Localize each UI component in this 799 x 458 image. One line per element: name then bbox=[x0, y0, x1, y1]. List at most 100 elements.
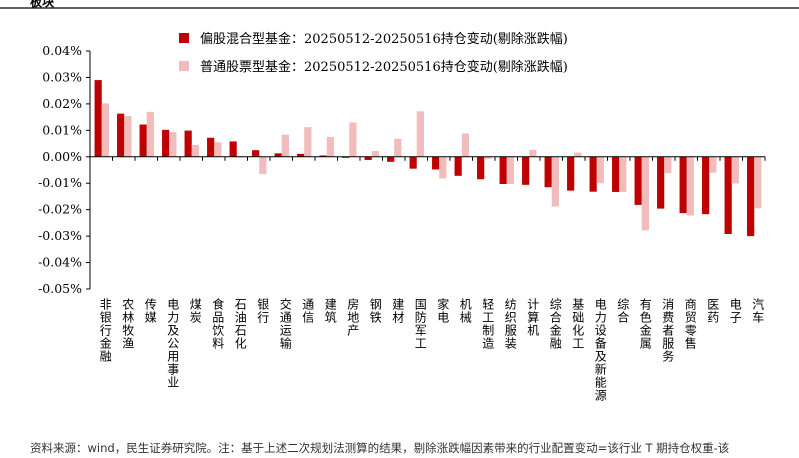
x-tick-label: 煤炭 bbox=[188, 298, 202, 324]
y-tick-label: -0.05% bbox=[38, 281, 82, 296]
bar-series-1 bbox=[342, 156, 350, 158]
x-tick-label: 建材 bbox=[391, 298, 405, 324]
x-tick-label: 商贸零售 bbox=[683, 297, 697, 350]
bar-series-1 bbox=[544, 156, 552, 188]
x-tick-label: 电力及公用事业 bbox=[166, 298, 180, 389]
bar-series-2 bbox=[596, 156, 604, 184]
x-tick-label: 纺织服装 bbox=[503, 298, 517, 350]
bar-series-2 bbox=[731, 156, 739, 184]
x-tick-label: 有色金属 bbox=[638, 298, 652, 350]
x-tick-label: 计算机 bbox=[526, 298, 540, 337]
bar-series-2 bbox=[709, 156, 717, 173]
y-tick-label: 0.02% bbox=[42, 96, 82, 111]
x-tick-label: 家电 bbox=[436, 297, 450, 324]
y-tick-label: -0.02% bbox=[38, 202, 82, 217]
bar-series-2 bbox=[169, 132, 177, 157]
bar-series-1 bbox=[612, 156, 620, 192]
bar-series-1 bbox=[747, 156, 755, 237]
bar-series-1 bbox=[589, 156, 597, 192]
bar-series-1 bbox=[634, 156, 642, 205]
legend: 偏股混合型基金：20250512-20250516持仓变动(剔除涨跌幅) 普通股… bbox=[179, 31, 568, 75]
bar-series-2 bbox=[416, 111, 424, 157]
bar-series-2 bbox=[574, 152, 582, 157]
y-axis: 0.04% 0.03% 0.02% 0.01% 0.00% -0.01% -0.02% -0.… bbox=[38, 43, 91, 296]
x-tick-label: 综合 bbox=[616, 298, 630, 324]
y-tick-label: 0.04% bbox=[42, 43, 82, 58]
bar-series-1 bbox=[477, 156, 485, 180]
bar-series-2 bbox=[686, 156, 694, 216]
y-tick-label: 0.03% bbox=[42, 69, 82, 84]
bar-series-2 bbox=[506, 156, 514, 185]
bar-series-2 bbox=[191, 144, 199, 157]
x-tick-label: 非银行金融 bbox=[98, 298, 112, 363]
bar-series-2 bbox=[484, 156, 492, 159]
x-tick-label: 通信 bbox=[301, 298, 315, 324]
bar-series-1 bbox=[567, 156, 575, 191]
bar-series-1 bbox=[139, 124, 147, 157]
bar-series-1 bbox=[297, 153, 305, 157]
x-tick-label: 电子 bbox=[728, 298, 742, 324]
source-note: 资料来源：wind，民生证券研究院。注：基于上述二次规划法测算的结果，剔除涨跌幅… bbox=[30, 441, 730, 455]
y-tick-label: 0.00% bbox=[42, 149, 82, 164]
x-tick-label: 机械 bbox=[458, 298, 472, 324]
bar-series-2 bbox=[349, 122, 357, 157]
bar-series-1 bbox=[94, 80, 102, 157]
bar-series-1 bbox=[657, 156, 665, 209]
y-tick-label: -0.03% bbox=[38, 228, 82, 243]
x-tick-label: 轻工制造 bbox=[481, 298, 495, 350]
y-tick-label: -0.01% bbox=[38, 175, 82, 190]
bar-series-2 bbox=[281, 134, 289, 157]
bar-series-2 bbox=[214, 142, 222, 157]
bar-series-2 bbox=[371, 150, 379, 157]
bar-series-2 bbox=[641, 156, 649, 231]
x-tick-label: 传媒 bbox=[143, 297, 157, 324]
y-tick-label: -0.04% bbox=[38, 255, 82, 270]
x-tick-label: 钢铁 bbox=[368, 298, 382, 324]
bar-series-1 bbox=[409, 156, 417, 169]
y-tick-label: 0.01% bbox=[42, 122, 82, 137]
bar-series-2 bbox=[326, 136, 334, 157]
bar-series-2 bbox=[619, 156, 627, 192]
bar-series-1 bbox=[454, 156, 462, 176]
x-tick-label: 建筑 bbox=[323, 298, 337, 324]
header-label: 板块 bbox=[30, 0, 55, 9]
x-tick-label: 基础化工 bbox=[571, 298, 585, 350]
legend-swatch-series-2 bbox=[179, 61, 189, 71]
bar-series-1 bbox=[207, 137, 215, 157]
x-tick-label: 综合金融 bbox=[548, 298, 562, 350]
x-tick-label: 食品饮料 bbox=[211, 297, 225, 350]
x-tick-label: 房地产 bbox=[346, 297, 360, 337]
bar-series-2 bbox=[529, 149, 537, 157]
x-tick-label: 电力设备及新能源 bbox=[593, 298, 607, 402]
bar-series-2 bbox=[439, 156, 447, 179]
bar-series-1 bbox=[702, 156, 710, 215]
bar-series-2 bbox=[394, 138, 402, 157]
bar-series-2 bbox=[754, 156, 762, 209]
bar-series-1 bbox=[229, 141, 237, 157]
bar-series-1 bbox=[679, 156, 687, 214]
bar-series-1 bbox=[184, 130, 192, 157]
x-tick-label: 医药 bbox=[706, 298, 720, 324]
bar-series-1 bbox=[724, 156, 732, 234]
x-tick-label: 农林牧渔 bbox=[121, 298, 135, 350]
bar-series-1 bbox=[499, 156, 507, 185]
x-tick-label: 交通运输 bbox=[278, 297, 292, 350]
bar-series-1 bbox=[162, 129, 170, 157]
bar-series-2 bbox=[259, 156, 267, 174]
bar-series-1 bbox=[319, 155, 327, 157]
bar-series-1 bbox=[117, 113, 125, 157]
bar-series-2 bbox=[146, 111, 154, 157]
x-tick-label: 石油石化 bbox=[233, 298, 247, 350]
x-tick-label: 国防军工 bbox=[413, 298, 427, 350]
bar-series-1 bbox=[364, 156, 372, 160]
bar-series-1 bbox=[387, 156, 395, 162]
bar-series-1 bbox=[522, 156, 530, 185]
bar-series-2 bbox=[124, 116, 132, 157]
x-tick-label: 汽车 bbox=[751, 297, 765, 324]
legend-label-series-1: 偏股混合型基金：20250512-20250516持仓变动(剔除涨跌幅) bbox=[200, 31, 568, 47]
x-axis: 非银行金融 农林牧渔 传媒 电力及公用事业 煤炭 食品饮料 石油石化 银行 交通运输 通信 建筑 房地… bbox=[89, 156, 766, 402]
legend-label-series-2: 普通股票型基金：20250512-20250516持仓变动(剔除涨跌幅) bbox=[200, 59, 568, 75]
bar-series-2 bbox=[461, 133, 469, 157]
bar-series-1 bbox=[432, 156, 440, 170]
